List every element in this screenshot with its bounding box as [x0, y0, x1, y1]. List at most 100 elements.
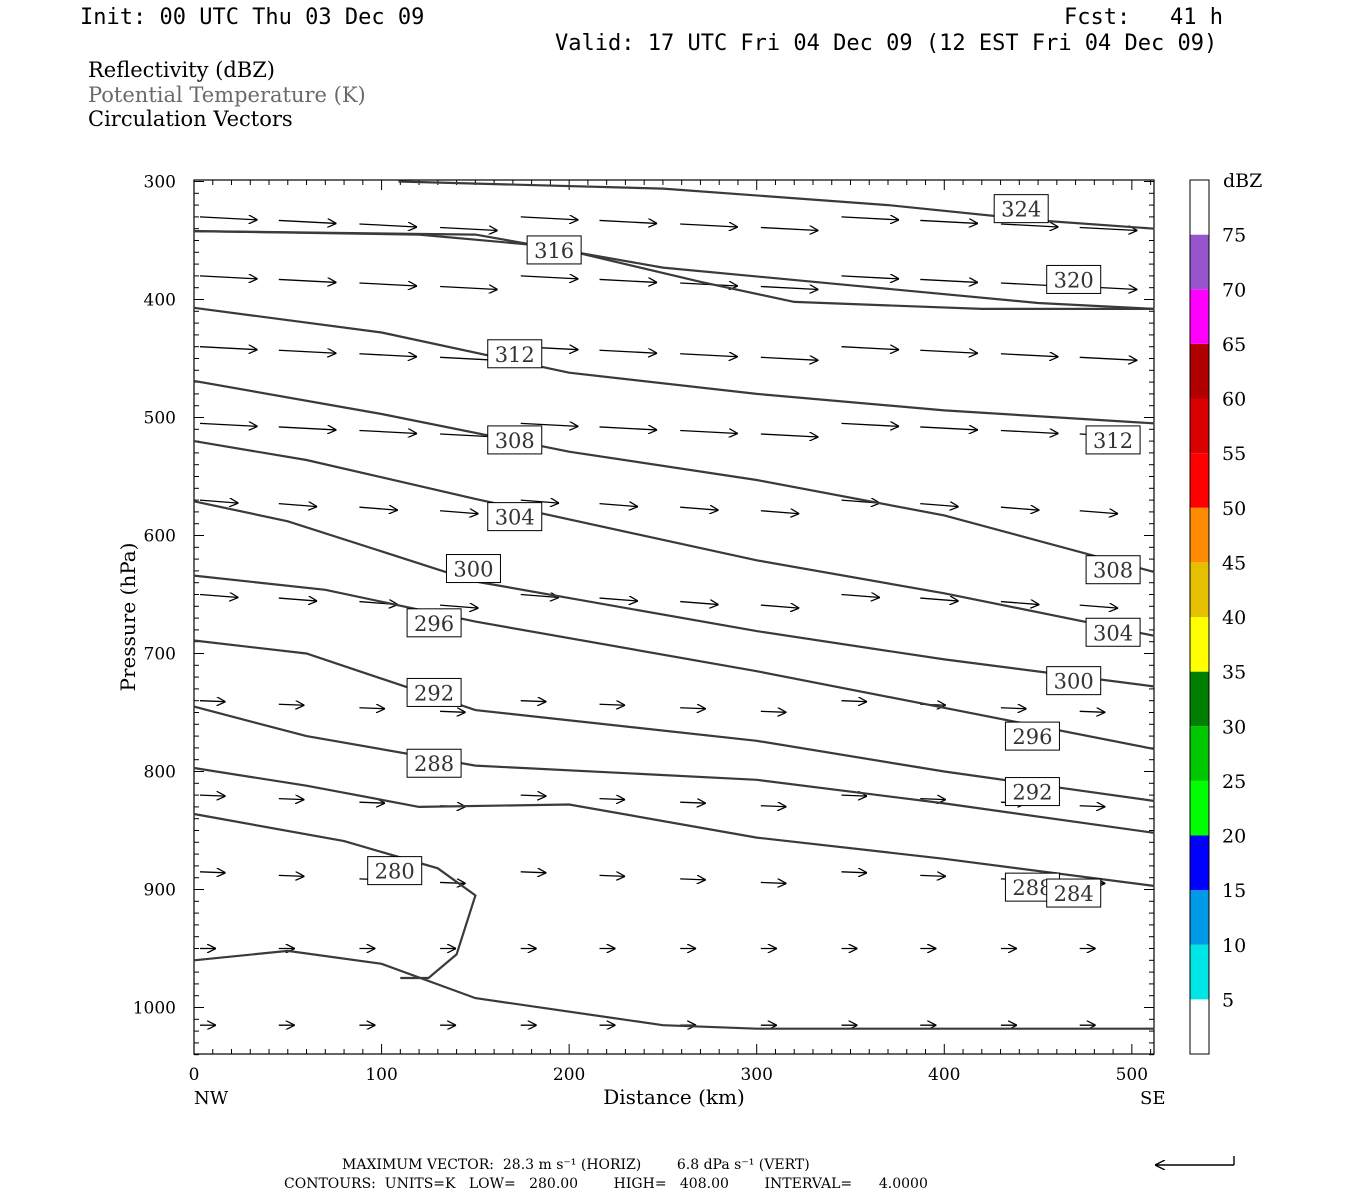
- colorbar-label: 20: [1222, 826, 1246, 848]
- reference-vector: [1155, 1156, 1235, 1165]
- theta-contour: [193, 306, 1155, 425]
- vector-arrow: [440, 882, 466, 883]
- vector-arrow: [440, 228, 498, 231]
- vector-arrow: [599, 427, 658, 430]
- vector-arrow: [680, 354, 738, 357]
- colorbar-swatch: [1190, 617, 1209, 672]
- vector-arrow: [841, 276, 899, 279]
- vector-arrow: [520, 795, 547, 796]
- contour-label-box: [445, 554, 501, 584]
- contour-label-box: [1085, 555, 1141, 585]
- vector-arrow: [841, 595, 879, 598]
- contour-label: 284: [1054, 882, 1094, 906]
- contour-label-box: [487, 339, 543, 369]
- vector-arrow: [520, 872, 547, 873]
- vector-arrow: [1079, 806, 1106, 807]
- colorbar-label: 75: [1222, 225, 1246, 247]
- colorbar-label: 50: [1222, 498, 1246, 520]
- vector-arrow: [278, 704, 305, 705]
- y-tick-label: 400: [144, 291, 176, 311]
- x-end-right: SE: [1140, 1088, 1165, 1109]
- x-axis-title: Distance (km): [603, 1085, 745, 1109]
- colorbar-label: 10: [1222, 935, 1246, 957]
- vector-arrow: [599, 799, 626, 800]
- theta-contour: [193, 230, 1155, 310]
- vector-arrow: [278, 279, 337, 282]
- y-tick-label: 700: [144, 645, 176, 665]
- y-tick-label: 500: [144, 409, 176, 429]
- y-tick-label: 300: [144, 173, 176, 193]
- vector-arrow: [278, 220, 337, 223]
- colorbar-swatch: [1190, 234, 1209, 290]
- vector-arrow: [440, 511, 478, 514]
- colorbar-swatch: [1190, 343, 1209, 399]
- x-end-left: NW: [194, 1088, 229, 1109]
- vector-arrow: [599, 875, 626, 876]
- x-tick-label: 500: [1116, 1065, 1148, 1085]
- contour-label: 296: [414, 612, 454, 636]
- contour-label: 288: [414, 752, 454, 776]
- vector-arrow: [520, 595, 559, 598]
- vector-arrow: [359, 430, 417, 433]
- colorbar-swatch: [1190, 289, 1209, 344]
- vector-arrow: [680, 708, 706, 709]
- vector-arrow: [1079, 511, 1118, 514]
- vector-arrow: [760, 605, 799, 608]
- vector-arrow: [359, 507, 397, 510]
- theta-contour: [193, 949, 1155, 1030]
- vector-arrow: [599, 350, 658, 353]
- vector-arrow: [199, 595, 238, 598]
- contour-label: 304: [1093, 621, 1133, 645]
- vector-arrow: [199, 795, 226, 796]
- vector-arrow: [520, 500, 559, 503]
- colorbar-swatch: [1190, 944, 1209, 1000]
- colorbar-swatch: [1190, 999, 1209, 1054]
- colorbar-label: 60: [1222, 389, 1246, 411]
- vector-arrow: [278, 427, 337, 430]
- vector-arrow: [599, 704, 626, 705]
- tick-marks: [193, 180, 1154, 1056]
- vector-arrow: [920, 504, 958, 507]
- init-time: Init: 00 UTC Thu 03 Dec 09: [80, 5, 425, 30]
- vector-arrow: [841, 795, 867, 796]
- vector-arrow: [199, 217, 258, 220]
- contour-label-box: [526, 235, 582, 265]
- vector-arrow: [440, 605, 478, 608]
- vector-arrow: [920, 875, 946, 876]
- vector-arrow: [1079, 357, 1138, 360]
- vector-arrow: [1000, 507, 1039, 510]
- colorbar-label: 15: [1222, 880, 1246, 902]
- x-tick-label: 100: [365, 1065, 397, 1085]
- vector-arrow: [680, 802, 706, 803]
- vector-arrow: [841, 701, 867, 702]
- vector-arrow: [599, 504, 638, 507]
- contour-label: 320: [1054, 268, 1094, 292]
- colorbar-swatch: [1190, 890, 1209, 945]
- colorbar-label: 25: [1222, 771, 1246, 793]
- vector-arrow: [199, 872, 226, 873]
- vector-arrow: [1079, 605, 1118, 608]
- forecast-hour: Fcst: 41 h: [1064, 5, 1223, 30]
- vector-arrow: [199, 500, 238, 503]
- vector-arrow: [440, 287, 498, 290]
- colorbar-label: 40: [1222, 607, 1246, 629]
- vector-arrow: [760, 357, 819, 360]
- vector-arrow: [680, 602, 718, 605]
- vector-arrow: [760, 434, 819, 437]
- vector-arrow: [1000, 430, 1059, 433]
- circulation-vectors: [199, 217, 1138, 1025]
- vector-arrow: [1079, 228, 1138, 231]
- contour-label-box: [1046, 666, 1102, 696]
- contour-label-box: [1046, 878, 1102, 908]
- colorbar: 5 10 15 20 25 30 35 40 45 50 55 60 65 70 75: [1189, 179, 1246, 1055]
- contour-label: 296: [1012, 725, 1052, 749]
- vector-arrow: [599, 279, 658, 282]
- footer-max-vector: MAXIMUM VECTOR: 28.3 m s⁻¹ (HORIZ) 6.8 d…: [342, 1157, 810, 1173]
- contour-label: 304: [495, 506, 535, 530]
- colorbar-label: 45: [1222, 552, 1246, 574]
- theta-contours: [193, 180, 1155, 1030]
- contour-label: 312: [495, 343, 535, 367]
- y-tick-label: 600: [144, 527, 176, 547]
- vector-arrow: [760, 511, 799, 514]
